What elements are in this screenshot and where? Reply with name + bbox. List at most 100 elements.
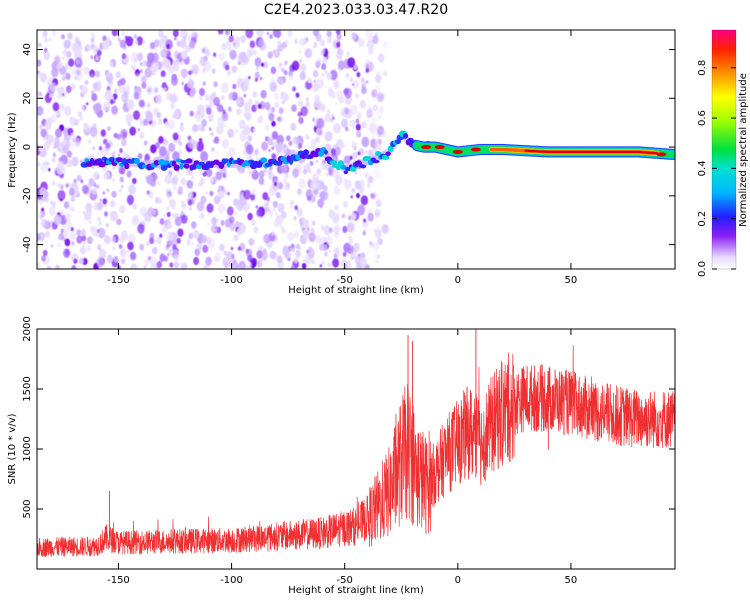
noise-speckle (105, 150, 110, 156)
noise-speckle (51, 180, 56, 186)
noise-speckle (283, 178, 288, 184)
noise-speckle (233, 234, 239, 242)
noise-speckle (106, 254, 113, 264)
noise-speckle (153, 108, 159, 116)
noise-speckle (220, 95, 225, 101)
noise-speckle (334, 146, 341, 156)
ridge-blob (360, 164, 367, 169)
noise-speckle (328, 227, 333, 233)
noise-speckle (179, 39, 187, 49)
noise-speckle (83, 122, 89, 131)
y-tick-label: -20 (22, 188, 33, 204)
noise-speckle (160, 48, 167, 58)
noise-speckle (261, 62, 265, 67)
noise-speckle (156, 112, 161, 119)
noise-speckle (59, 103, 65, 111)
noise-speckle (142, 40, 146, 45)
ridge-blob (303, 149, 309, 156)
noise-speckle (125, 36, 134, 47)
noise-speckle (301, 262, 307, 269)
noise-speckle (90, 73, 94, 78)
noise-speckle (316, 117, 325, 129)
noise-speckle (47, 265, 52, 269)
noise-speckle (366, 89, 370, 93)
noise-speckle (118, 38, 121, 42)
noise-speckle (373, 228, 377, 233)
noise-speckle (249, 259, 253, 263)
noise-speckle (80, 104, 85, 110)
noise-speckle (150, 256, 158, 267)
noise-speckle (173, 261, 179, 269)
noise-speckle (367, 150, 373, 158)
noise-speckle (129, 251, 137, 261)
noise-speckle (109, 61, 114, 68)
noise-speckle (248, 237, 255, 246)
noise-speckle (365, 80, 369, 84)
noise-speckle (344, 107, 350, 115)
noise-speckle (187, 191, 194, 199)
noise-speckle (109, 99, 114, 105)
noise-speckle (82, 242, 86, 247)
noise-speckle (126, 99, 135, 110)
noise-speckle (224, 190, 229, 196)
ridge-hotspot (421, 145, 432, 150)
noise-speckle (112, 246, 115, 251)
noise-speckle (318, 129, 323, 136)
noise-speckle (229, 216, 235, 224)
noise-speckle (330, 91, 336, 99)
noise-speckle (266, 200, 270, 205)
spectrogram-y-label: Frequency (Hz) (7, 112, 18, 188)
noise-speckle (80, 159, 83, 163)
noise-speckle (249, 40, 256, 48)
noise-speckle (259, 76, 263, 81)
noise-speckle (322, 57, 328, 65)
noise-speckle (346, 51, 351, 57)
noise-speckle (76, 50, 82, 58)
ridge-blob (371, 159, 380, 164)
noise-speckle (74, 36, 80, 45)
noise-speckle (291, 60, 300, 71)
noise-speckle (255, 205, 258, 209)
noise-speckle (209, 177, 214, 183)
noise-speckle (46, 161, 50, 166)
noise-speckle (365, 67, 370, 73)
noise-speckle (281, 163, 288, 173)
noise-speckle (111, 236, 116, 244)
noise-speckle (145, 85, 154, 96)
noise-speckle (63, 39, 71, 49)
noise-speckle (176, 237, 181, 244)
noise-speckle (214, 252, 221, 261)
noise-speckle (109, 210, 118, 222)
noise-speckle (374, 74, 382, 84)
noise-speckle (174, 216, 182, 227)
noise-speckle (351, 32, 358, 40)
noise-speckle (133, 92, 140, 100)
noise-speckle (57, 190, 66, 201)
noise-speckle (287, 30, 293, 38)
noise-speckle (163, 213, 166, 218)
noise-speckle (374, 251, 379, 257)
noise-speckle (300, 63, 307, 72)
noise-speckle (219, 243, 225, 251)
noise-speckle (329, 208, 333, 214)
noise-speckle (370, 193, 375, 200)
noise-speckle (334, 247, 339, 253)
noise-speckle (109, 147, 112, 151)
noise-speckle (377, 53, 385, 63)
noise-speckle (102, 198, 108, 205)
colorbar-ticks: 0.0 0.2 0.4 0.6 0.8 (697, 60, 736, 277)
noise-speckle (38, 42, 42, 48)
noise-speckle (102, 35, 107, 42)
noise-speckle (382, 41, 389, 49)
snr-y-axis: 500 1000 1500 2000 (22, 316, 675, 519)
noise-speckle (308, 169, 312, 174)
x-tick-label: 0 (455, 275, 461, 286)
noise-speckle (349, 119, 356, 128)
chart-title: C2E4.2023.033.03.47.R20 (264, 2, 448, 18)
noise-speckle (191, 31, 197, 38)
noise-speckle (105, 223, 109, 228)
noise-speckle (349, 78, 353, 83)
noise-speckle (302, 219, 310, 229)
noise-speckle (227, 106, 232, 112)
